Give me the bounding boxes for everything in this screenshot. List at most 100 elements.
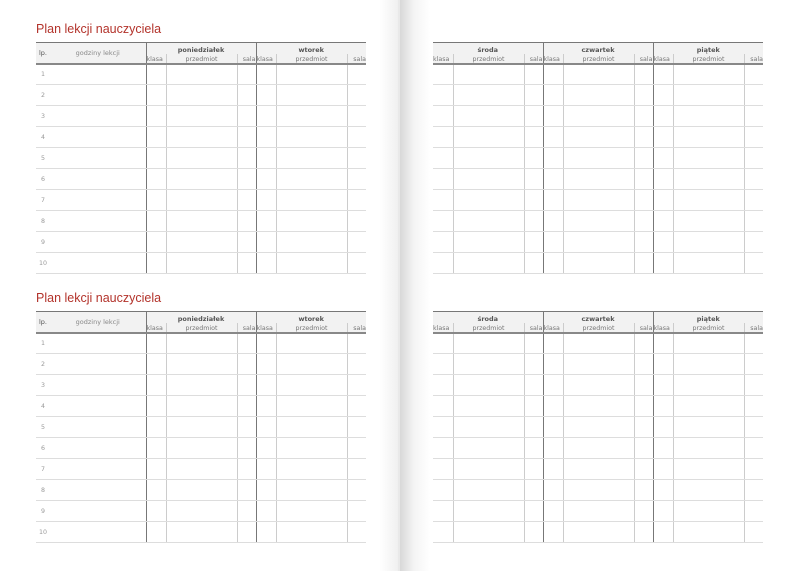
cell-klasa[interactable] bbox=[652, 105, 673, 127]
cell-sala[interactable] bbox=[633, 437, 653, 459]
cell-przedmiot[interactable] bbox=[165, 479, 237, 501]
cell-przedmiot[interactable] bbox=[452, 374, 524, 396]
cell-sala[interactable] bbox=[346, 458, 366, 480]
cell-przedmiot[interactable] bbox=[672, 332, 744, 354]
cell-klasa[interactable] bbox=[255, 126, 276, 148]
cell-przedmiot[interactable] bbox=[452, 63, 524, 85]
cell-klasa[interactable] bbox=[433, 168, 453, 190]
cell-klasa[interactable] bbox=[255, 189, 276, 211]
cell-przedmiot[interactable] bbox=[672, 168, 744, 190]
cell-sala[interactable] bbox=[236, 353, 256, 375]
cell-przedmiot[interactable] bbox=[562, 210, 634, 232]
cell-przedmiot[interactable] bbox=[165, 210, 237, 232]
cell-przedmiot[interactable] bbox=[452, 395, 524, 417]
cell-przedmiot[interactable] bbox=[672, 416, 744, 438]
cell-klasa[interactable] bbox=[433, 479, 453, 501]
cell-klasa[interactable] bbox=[652, 500, 673, 522]
cell-sala[interactable] bbox=[743, 63, 764, 85]
cell-sala[interactable] bbox=[236, 395, 256, 417]
hours-cell[interactable] bbox=[50, 437, 146, 459]
cell-klasa[interactable] bbox=[145, 84, 166, 106]
cell-przedmiot[interactable] bbox=[165, 168, 237, 190]
cell-klasa[interactable] bbox=[433, 458, 453, 480]
cell-sala[interactable] bbox=[743, 189, 764, 211]
cell-klasa[interactable] bbox=[145, 353, 166, 375]
hours-cell[interactable] bbox=[50, 395, 146, 417]
cell-sala[interactable] bbox=[633, 416, 653, 438]
cell-klasa[interactable] bbox=[255, 374, 276, 396]
cell-przedmiot[interactable] bbox=[562, 147, 634, 169]
cell-sala[interactable] bbox=[523, 437, 543, 459]
cell-przedmiot[interactable] bbox=[275, 210, 347, 232]
cell-przedmiot[interactable] bbox=[452, 189, 524, 211]
cell-sala[interactable] bbox=[346, 416, 366, 438]
cell-przedmiot[interactable] bbox=[165, 189, 237, 211]
cell-sala[interactable] bbox=[633, 84, 653, 106]
cell-przedmiot[interactable] bbox=[275, 231, 347, 253]
cell-klasa[interactable] bbox=[652, 374, 673, 396]
cell-przedmiot[interactable] bbox=[562, 231, 634, 253]
cell-przedmiot[interactable] bbox=[562, 353, 634, 375]
cell-sala[interactable] bbox=[743, 416, 764, 438]
cell-klasa[interactable] bbox=[255, 458, 276, 480]
cell-przedmiot[interactable] bbox=[165, 458, 237, 480]
cell-klasa[interactable] bbox=[542, 252, 563, 274]
cell-klasa[interactable] bbox=[652, 332, 673, 354]
cell-przedmiot[interactable] bbox=[452, 500, 524, 522]
hours-cell[interactable] bbox=[50, 147, 146, 169]
cell-sala[interactable] bbox=[523, 353, 543, 375]
cell-przedmiot[interactable] bbox=[165, 84, 237, 106]
cell-sala[interactable] bbox=[633, 105, 653, 127]
cell-klasa[interactable] bbox=[542, 147, 563, 169]
cell-przedmiot[interactable] bbox=[672, 458, 744, 480]
hours-cell[interactable] bbox=[50, 210, 146, 232]
cell-przedmiot[interactable] bbox=[452, 126, 524, 148]
cell-sala[interactable] bbox=[236, 500, 256, 522]
cell-przedmiot[interactable] bbox=[672, 126, 744, 148]
hours-cell[interactable] bbox=[50, 126, 146, 148]
cell-klasa[interactable] bbox=[255, 252, 276, 274]
hours-cell[interactable] bbox=[50, 332, 146, 354]
cell-sala[interactable] bbox=[523, 168, 543, 190]
hours-cell[interactable] bbox=[50, 521, 146, 543]
cell-klasa[interactable] bbox=[145, 374, 166, 396]
cell-przedmiot[interactable] bbox=[452, 479, 524, 501]
cell-przedmiot[interactable] bbox=[672, 395, 744, 417]
cell-klasa[interactable] bbox=[433, 332, 453, 354]
cell-klasa[interactable] bbox=[255, 416, 276, 438]
cell-przedmiot[interactable] bbox=[672, 252, 744, 274]
cell-przedmiot[interactable] bbox=[452, 210, 524, 232]
cell-sala[interactable] bbox=[236, 105, 256, 127]
cell-przedmiot[interactable] bbox=[562, 458, 634, 480]
cell-przedmiot[interactable] bbox=[562, 500, 634, 522]
cell-sala[interactable] bbox=[346, 210, 366, 232]
cell-sala[interactable] bbox=[633, 210, 653, 232]
cell-klasa[interactable] bbox=[542, 437, 563, 459]
cell-klasa[interactable] bbox=[255, 84, 276, 106]
cell-klasa[interactable] bbox=[542, 458, 563, 480]
cell-przedmiot[interactable] bbox=[275, 500, 347, 522]
cell-sala[interactable] bbox=[743, 252, 764, 274]
cell-sala[interactable] bbox=[346, 395, 366, 417]
cell-sala[interactable] bbox=[346, 252, 366, 274]
cell-sala[interactable] bbox=[236, 252, 256, 274]
cell-klasa[interactable] bbox=[652, 479, 673, 501]
cell-przedmiot[interactable] bbox=[165, 126, 237, 148]
cell-klasa[interactable] bbox=[433, 500, 453, 522]
cell-przedmiot[interactable] bbox=[275, 521, 347, 543]
cell-sala[interactable] bbox=[633, 521, 653, 543]
hours-cell[interactable] bbox=[50, 63, 146, 85]
cell-przedmiot[interactable] bbox=[165, 105, 237, 127]
cell-przedmiot[interactable] bbox=[275, 105, 347, 127]
cell-sala[interactable] bbox=[236, 126, 256, 148]
cell-sala[interactable] bbox=[633, 374, 653, 396]
cell-sala[interactable] bbox=[523, 500, 543, 522]
cell-przedmiot[interactable] bbox=[275, 395, 347, 417]
cell-przedmiot[interactable] bbox=[275, 416, 347, 438]
cell-klasa[interactable] bbox=[652, 416, 673, 438]
cell-sala[interactable] bbox=[523, 332, 543, 354]
cell-przedmiot[interactable] bbox=[165, 500, 237, 522]
cell-klasa[interactable] bbox=[433, 63, 453, 85]
cell-klasa[interactable] bbox=[542, 353, 563, 375]
cell-sala[interactable] bbox=[633, 395, 653, 417]
